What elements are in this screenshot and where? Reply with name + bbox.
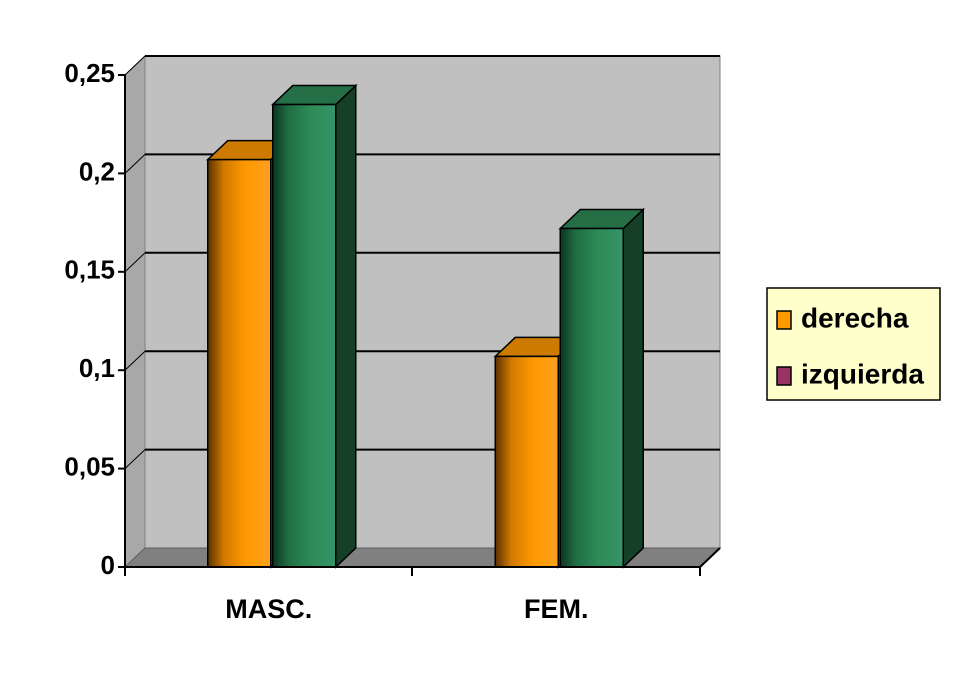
bar <box>559 227 624 568</box>
bar-side <box>622 207 644 569</box>
y-tick-label: 0 <box>101 550 115 580</box>
legend-swatch <box>776 310 792 330</box>
legend-box <box>766 287 941 401</box>
bar-side <box>335 83 357 569</box>
grid-line-side <box>124 55 146 76</box>
bar <box>207 158 272 568</box>
legend: derecha izquierda <box>766 287 941 401</box>
legend-swatch <box>776 366 792 386</box>
y-tick-label: 0,2 <box>79 156 115 186</box>
x-tick-label: FEM. <box>524 594 589 624</box>
floor-edge <box>699 547 721 568</box>
grid-line-side <box>124 350 146 371</box>
grid-line-side <box>124 252 146 273</box>
legend-label: derecha <box>801 302 909 333</box>
grid-line-side <box>124 449 146 469</box>
y-tick-label: 0,15 <box>64 255 115 285</box>
bar <box>494 355 559 568</box>
x-tick-label: MASC. <box>225 594 312 624</box>
bar <box>272 103 337 568</box>
y-tick-label: 0,1 <box>79 353 115 383</box>
legend-label: izquierda <box>801 358 924 389</box>
bars <box>205 83 646 569</box>
grid-line-side <box>124 154 146 174</box>
y-tick-label: 0,05 <box>64 451 115 481</box>
side-wall <box>124 54 146 569</box>
y-tick-label: 0,25 <box>64 58 115 88</box>
